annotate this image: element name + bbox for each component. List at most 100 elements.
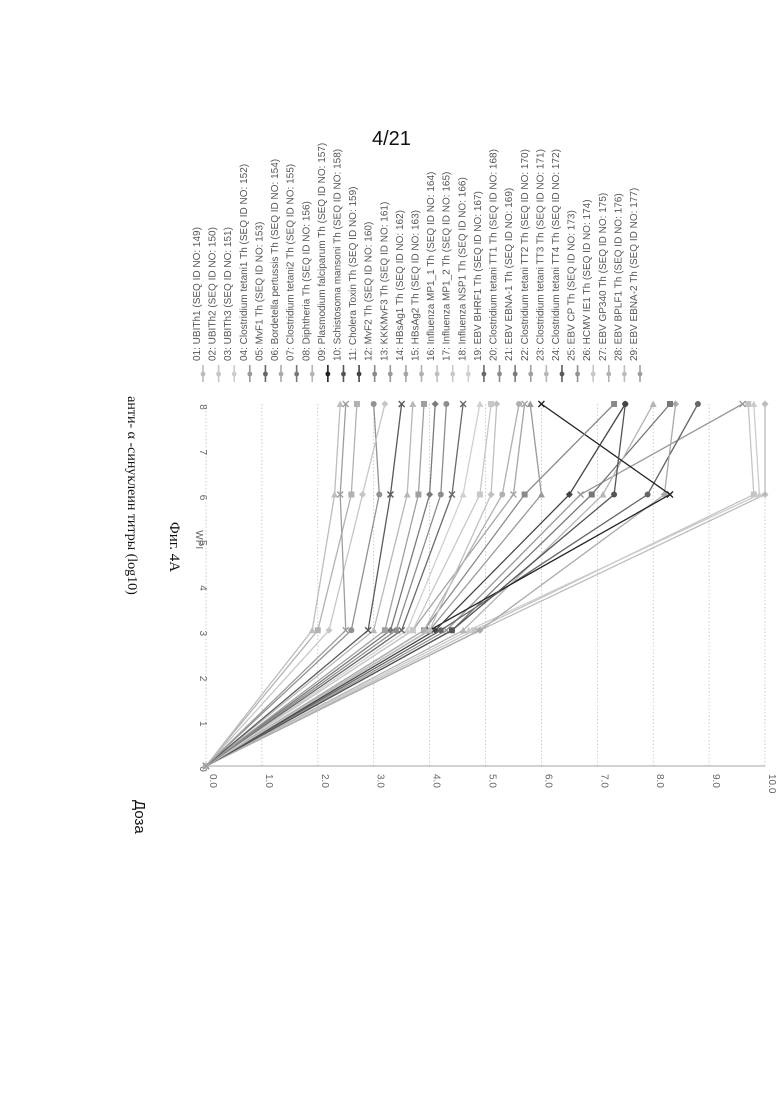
data-point bbox=[499, 492, 505, 498]
data-point bbox=[611, 492, 617, 498]
legend-marker bbox=[591, 372, 596, 377]
data-point bbox=[589, 492, 595, 498]
legend-marker bbox=[560, 372, 565, 377]
legend-label: 07: Clostridium tetani2 Th (SEQ ID NO: 1… bbox=[286, 164, 297, 361]
y-tick-label: 0.0 bbox=[207, 774, 218, 788]
legend-label: 22: Clostridium tetani TT2 Th (SEQ ID NO… bbox=[520, 149, 531, 361]
legend-label: 15: HBsAg2 Th (SEQ ID NO: 163) bbox=[411, 210, 422, 361]
legend-marker bbox=[544, 372, 549, 377]
legend-label: 03: UBITh3 (SEQ ID NO: 151) bbox=[223, 227, 234, 361]
legend-label: 04: Clostridium tetani1 Th (SEQ ID NO: 1… bbox=[239, 164, 250, 361]
legend-label: 24: Clostridium tetani TT4 Th (SEQ ID NO… bbox=[551, 149, 562, 361]
chart-title: Фиг. 4А bbox=[166, 522, 182, 572]
legend-marker bbox=[232, 372, 237, 377]
data-point bbox=[488, 401, 494, 407]
y-tick-label: 2.0 bbox=[319, 774, 330, 788]
y-tick-label: 9.0 bbox=[710, 774, 721, 788]
legend-label: 27: EBV GP340 Th (SEQ ID NO: 175) bbox=[598, 193, 609, 361]
data-point bbox=[410, 627, 416, 633]
legend: 01: UBITh1 (SEQ ID NO: 149) 02: UBITh2 (S… bbox=[192, 143, 642, 382]
data-point bbox=[611, 401, 617, 407]
legend-marker bbox=[294, 372, 299, 377]
data-point bbox=[522, 492, 528, 498]
x-tick-label: 2 bbox=[197, 676, 208, 682]
legend-label: 12: MvF2 Th (SEQ ID NO: 160) bbox=[364, 222, 375, 361]
legend-label: 18: Influenza NSP1 Th (SEQ ID NO: 166) bbox=[457, 177, 468, 361]
data-point bbox=[382, 627, 388, 633]
legend-label: 02: UBITh2 (SEQ ID NO: 150) bbox=[208, 227, 219, 361]
legend-marker bbox=[528, 372, 533, 377]
data-point bbox=[650, 401, 657, 408]
data-point bbox=[409, 401, 416, 408]
y-tick-label: 7.0 bbox=[598, 774, 609, 788]
data-point bbox=[449, 627, 455, 633]
legend-marker bbox=[357, 372, 362, 377]
legend-marker bbox=[435, 372, 440, 377]
legend-label: 09: Plasmodium falciparum Th (SEQ ID NO:… bbox=[317, 143, 328, 361]
data-point bbox=[376, 492, 382, 498]
legend-marker bbox=[622, 372, 627, 377]
data-point bbox=[348, 492, 354, 498]
legend-marker bbox=[263, 372, 268, 377]
legend-label: 16: Influenza MP1_1 Th (SEQ ID NO: 164) bbox=[426, 172, 437, 361]
legend-label: 26: HCMV IE1 Th (SEQ ID NO: 174) bbox=[582, 199, 593, 361]
legend-marker bbox=[575, 372, 580, 377]
data-point bbox=[476, 401, 483, 408]
legend-marker bbox=[513, 372, 518, 377]
y-tick-label: 6.0 bbox=[542, 774, 553, 788]
x-tick-label: 8 bbox=[197, 404, 208, 410]
legend-label: 17: Influenza MP1_2 Th (SEQ ID NO: 165) bbox=[442, 172, 453, 361]
y-tick-label: 10.0 bbox=[766, 774, 777, 794]
legend-marker bbox=[497, 372, 502, 377]
legend-marker bbox=[216, 372, 221, 377]
data-point bbox=[750, 401, 757, 408]
legend-label: 20: Clostridium tetani TT1 Th (SEQ ID NO… bbox=[489, 149, 500, 361]
y-tick-label: 5.0 bbox=[487, 774, 498, 788]
data-point bbox=[415, 492, 421, 498]
data-point bbox=[667, 401, 673, 407]
data-point bbox=[348, 627, 354, 633]
x-tick-label: 7 bbox=[197, 449, 208, 455]
legend-marker bbox=[482, 372, 487, 377]
legend-marker bbox=[606, 372, 611, 377]
data-point bbox=[371, 401, 377, 407]
legend-marker bbox=[466, 372, 471, 377]
x-tick-label: 3 bbox=[197, 630, 208, 636]
legend-label: 19: EBV BHRF1 Th (SEQ ID NO: 167) bbox=[473, 191, 484, 361]
legend-marker bbox=[201, 372, 206, 377]
y-tick-label: 1.0 bbox=[263, 774, 274, 788]
legend-label: 05: MvF1 Th (SEQ ID NO: 153) bbox=[254, 222, 265, 361]
legend-label: 21: EBV EBNA-1 Th (SEQ ID NO: 169) bbox=[504, 188, 515, 361]
legend-label: 13: KKKMvF3 Th (SEQ ID NO: 161) bbox=[379, 202, 390, 361]
dose-label: Доза bbox=[131, 800, 148, 834]
legend-marker bbox=[419, 372, 424, 377]
legend-label: 06: Bordetella pertussis Th (SEQ ID NO: … bbox=[270, 159, 281, 361]
legend-marker bbox=[372, 372, 377, 377]
legend-marker bbox=[325, 372, 330, 377]
legend-label: 10: Schistosoma mansoni Th (SEQ ID NO: 1… bbox=[332, 149, 343, 361]
legend-label: 01: UBITh1 (SEQ ID NO: 149) bbox=[192, 227, 203, 361]
x-tick-label: 1 bbox=[197, 721, 208, 727]
data-point bbox=[516, 401, 522, 407]
data-point bbox=[645, 492, 651, 498]
legend-label: 29: EBV EBNA-2 Th (SEQ ID NO: 177) bbox=[629, 188, 640, 361]
data-point bbox=[477, 492, 483, 498]
legend-label: 11: Cholera Toxin Th (SEQ ID NO: 159) bbox=[348, 186, 359, 361]
legend-marker bbox=[341, 372, 346, 377]
data-point bbox=[354, 401, 360, 407]
legend-marker bbox=[450, 372, 455, 377]
legend-label: 25: EBV CP Th (SEQ ID NO: 173) bbox=[567, 210, 578, 361]
data-point bbox=[443, 401, 449, 407]
x-axis-label: WPI bbox=[193, 530, 204, 549]
y-tick-label: 8.0 bbox=[654, 774, 665, 788]
legend-marker bbox=[638, 372, 643, 377]
legend-label: 08: Diphtheria Th (SEQ ID NO: 156) bbox=[301, 201, 312, 361]
legend-label: 23: Clostridium tetani TT3 Th (SEQ ID NO… bbox=[535, 149, 546, 361]
legend-marker bbox=[279, 372, 284, 377]
y-tick-label: 3.0 bbox=[375, 774, 386, 788]
data-point bbox=[695, 401, 701, 407]
legend-marker bbox=[403, 372, 408, 377]
data-point bbox=[745, 401, 751, 407]
y-tick-label: 4.0 bbox=[431, 774, 442, 788]
